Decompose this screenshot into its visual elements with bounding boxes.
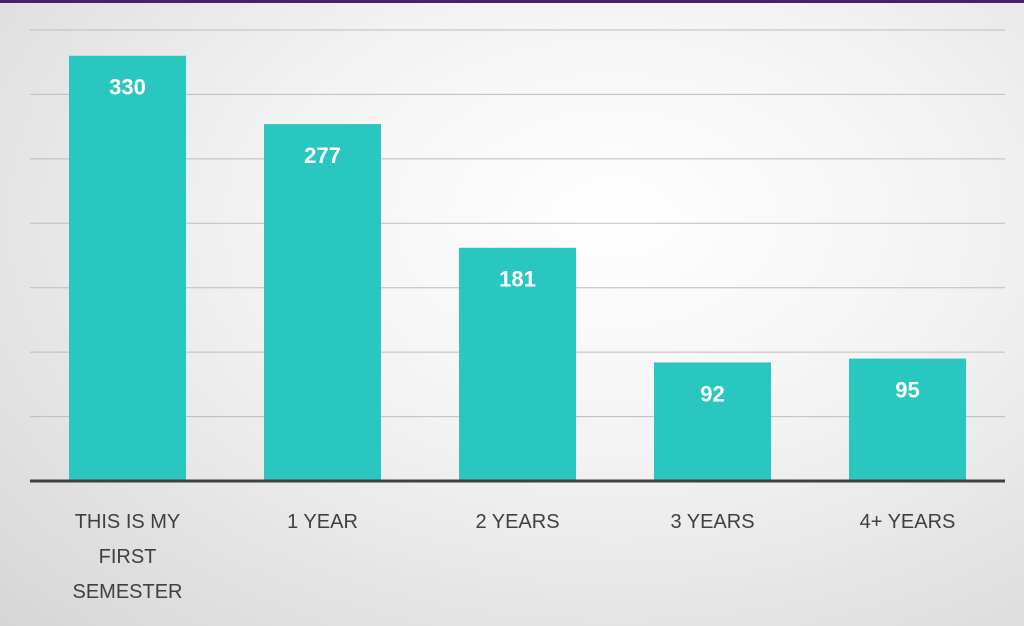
x-tick-label: 2 YEARS xyxy=(475,511,560,533)
data-label: 330 xyxy=(109,75,146,100)
data-label: 277 xyxy=(304,143,341,168)
data-label: 181 xyxy=(499,267,536,292)
x-tick-label: 4+ YEARS xyxy=(859,511,956,533)
bar xyxy=(654,362,771,481)
bar xyxy=(849,358,966,481)
x-tick-label: 1 YEAR xyxy=(287,511,358,533)
data-label: 92 xyxy=(700,381,724,406)
top-bar xyxy=(0,0,1024,3)
bar xyxy=(69,55,186,482)
data-label: 95 xyxy=(895,377,919,402)
bar xyxy=(264,124,381,482)
x-tick-label: THIS IS MY FIRST SEMESTER xyxy=(72,511,183,603)
x-tick-label: 3 YEARS xyxy=(670,511,755,533)
bar xyxy=(459,247,576,481)
